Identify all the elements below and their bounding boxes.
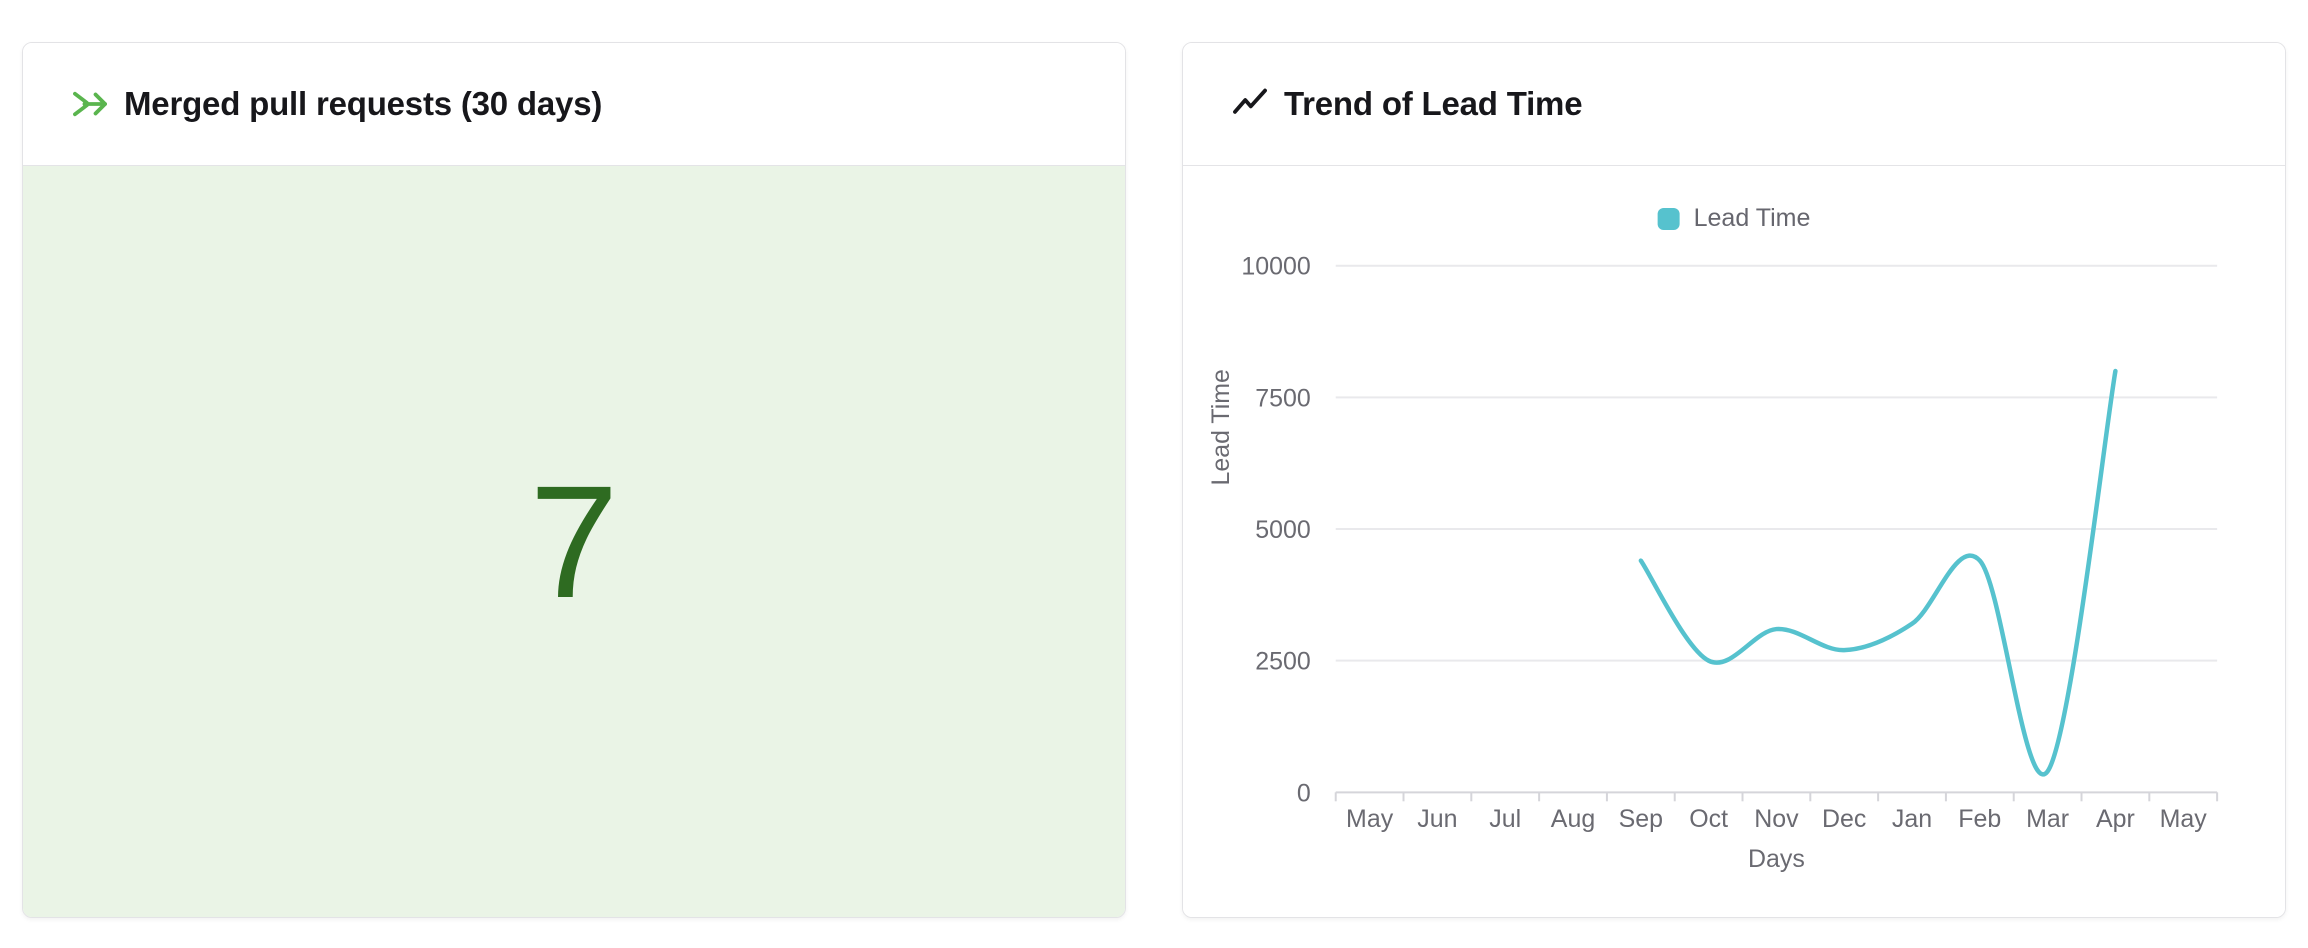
x-tick-label: Dec	[1822, 805, 1866, 833]
y-tick-label: 2500	[1255, 648, 1311, 676]
lead-time-trend-header: Trend of Lead Time	[1183, 43, 2285, 166]
lead-time-trend-panel: Trend of Lead Time Lead Time 0 2500 5000 75…	[1182, 42, 2286, 918]
merged-pull-requests-panel: Merged pull requests (30 days) 7	[22, 42, 1126, 918]
x-tick-label: Sep	[1619, 805, 1663, 833]
legend-item-lead-time[interactable]: Lead Time	[1657, 204, 1811, 233]
merged-pr-count: 7	[529, 451, 619, 631]
merged-pull-requests-body: 7	[23, 166, 1125, 917]
x-tick-label: Jun	[1417, 805, 1457, 833]
y-tick-label: 7500	[1255, 384, 1311, 412]
x-tick-label: Nov	[1754, 805, 1799, 833]
y-tick-label: 0	[1297, 779, 1311, 807]
panel-title: Merged pull requests (30 days)	[124, 85, 603, 122]
legend-label: Lead Time	[1693, 204, 1811, 232]
lead-time-chart-body: Lead Time 0 2500 5000 7500 10000 May Jun Jul Aug…	[1183, 166, 2285, 917]
y-tick-label: 10000	[1241, 253, 1310, 281]
panel-title: Trend of Lead Time	[1284, 85, 1583, 122]
x-tick-label: Aug	[1551, 805, 1595, 833]
legend-swatch	[1657, 207, 1680, 230]
dashboard-row: Merged pull requests (30 days) 7 Trend o…	[22, 42, 2286, 918]
trend-line-icon	[1233, 88, 1267, 114]
x-tick-label: Jan	[1892, 805, 1932, 833]
y-axis-title: Lead Time	[1207, 369, 1235, 485]
x-tick-label: May	[2160, 805, 2208, 833]
merged-pull-requests-header: Merged pull requests (30 days)	[23, 43, 1125, 166]
x-tick-label: Oct	[1689, 805, 1728, 833]
lead-time-chart: 0 2500 5000 7500 10000 May Jun Jul Aug Sep Oct Nov D…	[1207, 253, 2219, 873]
x-tick-label: Apr	[2096, 805, 2135, 833]
x-tick-label: Mar	[2026, 805, 2069, 833]
x-axis-title: Days	[1748, 845, 1805, 873]
series-line-lead-time	[1638, 368, 2118, 777]
y-tick-label: 5000	[1255, 516, 1311, 544]
x-tick-label: Jul	[1489, 805, 1521, 833]
x-tick-label: Feb	[1958, 805, 2001, 833]
x-tick-label: May	[1346, 805, 1394, 833]
merge-arrow-icon	[73, 91, 107, 117]
